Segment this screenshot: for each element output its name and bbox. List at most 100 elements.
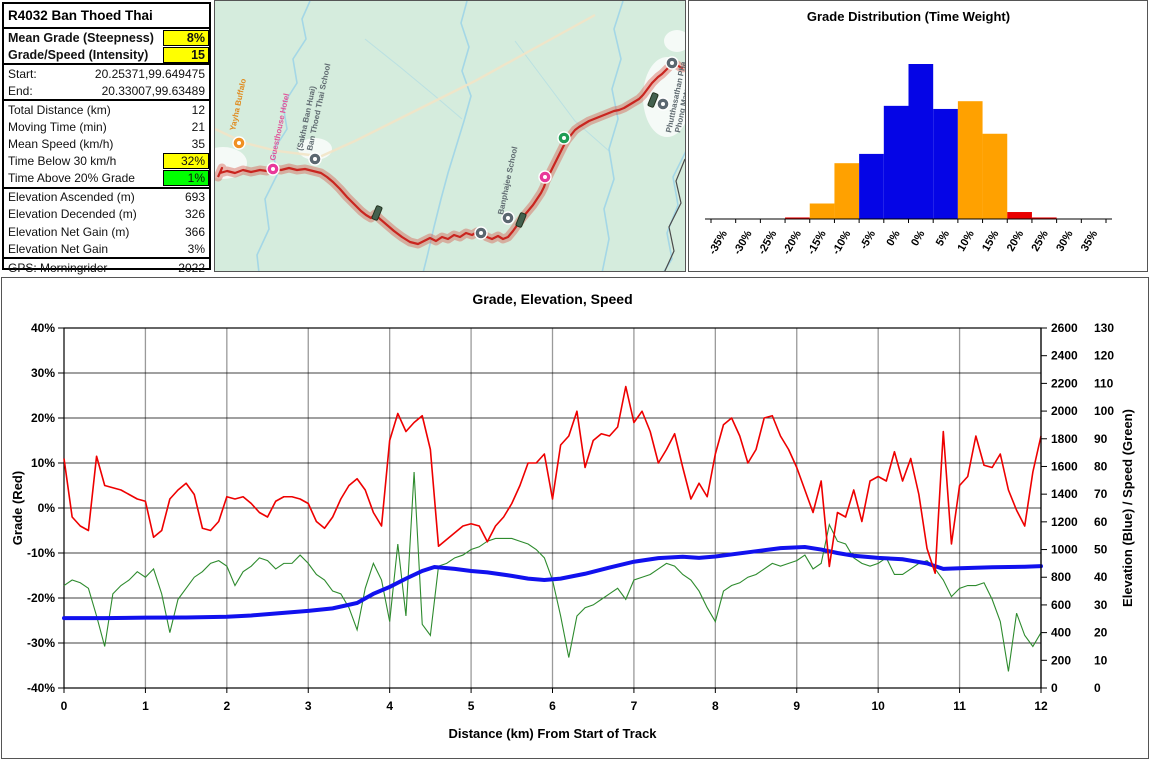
stat-row: Start: 20.25371,99.649475 bbox=[4, 63, 209, 82]
svg-text:30%: 30% bbox=[1054, 228, 1076, 253]
svg-text:3: 3 bbox=[305, 699, 312, 713]
elevation-series bbox=[62, 545, 1043, 621]
stat-label: Elevation Ascended (m) bbox=[8, 190, 135, 205]
stat-label: Elevation Decended (m) bbox=[8, 207, 137, 222]
svg-text:130: 130 bbox=[1094, 321, 1114, 335]
grade-distribution-canvas: Grade Distribution (Time Weight) -35% -30%… bbox=[705, 9, 1112, 257]
svg-text:4: 4 bbox=[386, 699, 393, 713]
route-end-marker-icon bbox=[665, 56, 679, 70]
svg-text:10%: 10% bbox=[955, 228, 977, 253]
svg-text:30: 30 bbox=[1094, 598, 1108, 612]
stat-row: Elevation Ascended (m) 693 bbox=[4, 186, 209, 206]
svg-text:800: 800 bbox=[1051, 570, 1071, 584]
svg-text:120: 120 bbox=[1094, 349, 1114, 363]
svg-text:-10%: -10% bbox=[830, 228, 853, 256]
svg-text:-20%: -20% bbox=[27, 591, 55, 605]
hotel-marker-icon bbox=[266, 162, 280, 176]
left-axis-labels: 40% 30% 20% 10% 0% -10% -20% -30% -40% bbox=[27, 321, 55, 695]
svg-text:0%: 0% bbox=[884, 228, 902, 248]
svg-text:-15%: -15% bbox=[805, 228, 828, 256]
svg-text:1400: 1400 bbox=[1051, 487, 1078, 501]
stat-label: Elevation Net Gain (m) bbox=[8, 224, 130, 239]
village-marker-icon bbox=[474, 226, 488, 240]
svg-text:2000: 2000 bbox=[1051, 404, 1078, 418]
stat-label: Time Above 20% Grade bbox=[8, 171, 135, 186]
stat-label: GPS: Morningrider bbox=[8, 260, 108, 275]
bungalow-marker-icon bbox=[232, 136, 246, 150]
svg-text:6: 6 bbox=[549, 699, 556, 713]
svg-text:0%: 0% bbox=[38, 501, 56, 515]
route-title: R4032 Ban Thoed Thai bbox=[4, 4, 209, 29]
stat-label: Elevation Net Gain bbox=[8, 241, 109, 256]
main-chart-series bbox=[62, 385, 1043, 672]
stat-value: 8% bbox=[163, 29, 209, 46]
stat-value: 35 bbox=[191, 137, 205, 152]
grade-elevation-speed-canvas: Grade, Elevation, Speed 40% 30% 20% 10% 0% -10… bbox=[10, 291, 1135, 741]
temple-marker-icon bbox=[656, 97, 670, 111]
svg-text:10%: 10% bbox=[31, 456, 55, 470]
svg-text:-10%: -10% bbox=[27, 546, 55, 560]
stat-row: Mean Grade (Steepness) 8% bbox=[4, 29, 209, 46]
svg-text:40%: 40% bbox=[31, 321, 55, 335]
svg-text:8: 8 bbox=[712, 699, 719, 713]
stat-row: Moving Time (min) 21 bbox=[4, 118, 209, 135]
stat-label: Moving Time (min) bbox=[8, 120, 107, 135]
stat-label: Start: bbox=[8, 66, 37, 81]
stat-row: Elevation Net Gain (m) 366 bbox=[4, 223, 209, 240]
main-chart-axes bbox=[58, 327, 1047, 693]
right-axis-title: Elevation (Blue) / Speed (Green) bbox=[1120, 409, 1135, 607]
stat-value: 20.25371,99.649475 bbox=[94, 66, 205, 81]
svg-text:20%: 20% bbox=[1005, 228, 1027, 253]
svg-text:25%: 25% bbox=[1029, 228, 1051, 253]
svg-text:-35%: -35% bbox=[707, 228, 730, 256]
svg-text:-20%: -20% bbox=[781, 228, 804, 256]
stat-row: Time Above 20% Grade 1% bbox=[4, 170, 209, 187]
stat-value: 20.33007,99.63489 bbox=[101, 83, 205, 98]
stat-label: Total Distance (km) bbox=[8, 102, 111, 117]
grade-elevation-speed-chart: Grade, Elevation, Speed 40% 30% 20% 10% 0% -10… bbox=[1, 277, 1149, 759]
stat-row: Grade/Speed (Intensity) 15 bbox=[4, 46, 209, 63]
histogram-title: Grade Distribution (Time Weight) bbox=[807, 9, 1010, 24]
route-line bbox=[216, 62, 684, 246]
route-stats-table: R4032 Ban Thoed Thai Mean Grade (Steepne… bbox=[2, 2, 211, 275]
svg-text:110: 110 bbox=[1094, 376, 1114, 390]
svg-text:80: 80 bbox=[1094, 459, 1108, 473]
svg-text:-30%: -30% bbox=[27, 636, 55, 650]
svg-text:-5%: -5% bbox=[858, 228, 878, 251]
svg-text:9: 9 bbox=[793, 699, 800, 713]
svg-text:1: 1 bbox=[142, 699, 149, 713]
svg-text:15%: 15% bbox=[980, 228, 1002, 253]
map-villages bbox=[215, 30, 685, 179]
svg-text:1000: 1000 bbox=[1051, 543, 1078, 557]
left-axis-title: Grade (Red) bbox=[10, 471, 25, 545]
stat-value: 1% bbox=[163, 170, 209, 187]
stat-label: Time Below 30 km/h bbox=[8, 154, 117, 169]
stat-label: End: bbox=[8, 83, 33, 98]
route-map-canvas: Yayha Buffalo Guesthouse Hotel Ban Thoed T… bbox=[215, 1, 685, 271]
svg-text:1800: 1800 bbox=[1051, 432, 1078, 446]
stat-value: 15 bbox=[163, 46, 209, 63]
svg-text:10: 10 bbox=[1094, 653, 1108, 667]
svg-text:20%: 20% bbox=[31, 411, 55, 425]
svg-text:2600: 2600 bbox=[1051, 321, 1078, 335]
route-map: Yayha Buffalo Guesthouse Hotel Ban Thoed T… bbox=[214, 0, 686, 272]
svg-text:50: 50 bbox=[1094, 543, 1108, 557]
stat-value: 366 bbox=[184, 224, 205, 239]
svg-text:2: 2 bbox=[223, 699, 230, 713]
svg-text:60: 60 bbox=[1094, 515, 1108, 529]
svg-text:2400: 2400 bbox=[1051, 349, 1078, 363]
map-roads bbox=[215, 13, 596, 161]
main-chart-grid bbox=[64, 328, 1041, 688]
histogram-bars bbox=[785, 64, 1057, 219]
stat-row: Mean Speed (km/h) 35 bbox=[4, 136, 209, 153]
svg-text:7: 7 bbox=[631, 699, 638, 713]
svg-text:400: 400 bbox=[1051, 626, 1071, 640]
stat-value: 3% bbox=[187, 241, 205, 256]
svg-text:30%: 30% bbox=[31, 366, 55, 380]
svg-text:-30%: -30% bbox=[731, 228, 754, 256]
main-chart-title: Grade, Elevation, Speed bbox=[472, 291, 632, 307]
stat-value: 326 bbox=[184, 207, 205, 222]
stat-row: End: 20.33007,99.63489 bbox=[4, 82, 209, 99]
